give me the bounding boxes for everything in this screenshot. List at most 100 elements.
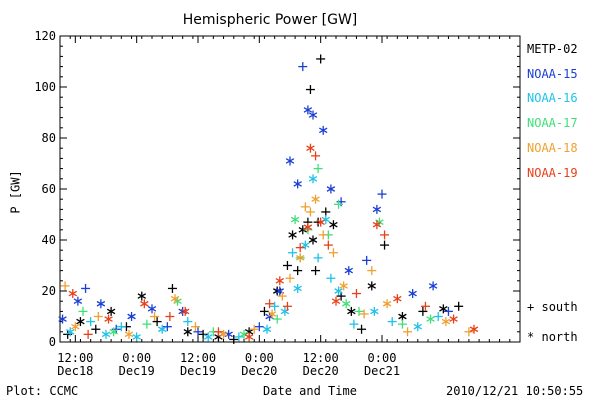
data-point-noaa-16-south bbox=[349, 319, 359, 329]
data-point-metp-02-north bbox=[76, 317, 85, 327]
data-point-noaa-16-south bbox=[270, 301, 280, 311]
data-point-noaa-15-north bbox=[147, 304, 157, 314]
data-point-metp-02-north bbox=[367, 281, 376, 291]
data-point-noaa-18-south bbox=[359, 309, 369, 319]
data-point-noaa-18-north bbox=[339, 281, 348, 291]
data-point-noaa-19-south bbox=[380, 230, 390, 240]
plot-timestamp: 2010/12/21 10:50:55 bbox=[446, 384, 584, 398]
data-point-noaa-15-north bbox=[73, 296, 83, 306]
data-point-noaa-16-south bbox=[86, 317, 96, 327]
data-point-noaa-18-south bbox=[277, 291, 287, 301]
data-point-noaa-17-south bbox=[354, 306, 364, 316]
data-point-noaa-15-south bbox=[162, 322, 172, 332]
x-tick-sublabel: Dec19 bbox=[119, 364, 155, 378]
data-point-noaa-17-south bbox=[334, 199, 344, 209]
x-tick-sublabel: Dec20 bbox=[241, 364, 277, 378]
data-point-noaa-19-south bbox=[351, 289, 361, 299]
data-point-noaa-15-south bbox=[254, 322, 264, 332]
data-point-noaa-19-south bbox=[165, 312, 175, 321]
data-point-metp-02-north bbox=[308, 235, 318, 245]
data-point-noaa-16-south bbox=[313, 253, 323, 263]
data-point-noaa-16-north bbox=[204, 332, 213, 342]
data-point-noaa-18-south bbox=[328, 248, 338, 258]
data-point-noaa-19-north bbox=[275, 276, 284, 286]
data-point-noaa-17-south bbox=[397, 319, 407, 329]
data-point-noaa-19-north bbox=[181, 306, 190, 316]
y-tick-label: 120 bbox=[34, 29, 56, 43]
data-point-noaa-18-south bbox=[190, 322, 200, 332]
data-point-noaa-16-south bbox=[116, 322, 126, 332]
data-point-noaa-18-north bbox=[219, 329, 228, 339]
legend-item-noaa-16: NOAA-16 bbox=[527, 91, 578, 105]
data-point-noaa-16-north bbox=[370, 306, 379, 316]
data-point-metp-02-south bbox=[91, 324, 101, 334]
y-tick-label: 20 bbox=[42, 284, 56, 298]
data-point-noaa-15-south bbox=[377, 189, 387, 199]
data-point-metp-02-north bbox=[398, 312, 407, 321]
y-tick-label: 100 bbox=[34, 80, 56, 94]
data-point-metp-02-south bbox=[321, 207, 331, 217]
data-point-noaa-16-north bbox=[413, 322, 422, 332]
data-point-noaa-15-north bbox=[326, 184, 336, 194]
data-point-noaa-19-south bbox=[213, 327, 223, 337]
data-point-noaa-15-south bbox=[443, 306, 453, 316]
data-point-noaa-19-north bbox=[469, 324, 479, 334]
data-point-noaa-19-north bbox=[331, 296, 341, 306]
data-point-metp-02-north bbox=[347, 306, 356, 316]
data-point-noaa-19-north bbox=[316, 217, 325, 227]
data-point-noaa-17-south bbox=[272, 314, 282, 324]
data-point-noaa-18-north bbox=[382, 299, 392, 309]
data-point-noaa-18-south bbox=[318, 230, 328, 240]
x-tick-label: 12:00 bbox=[180, 351, 216, 365]
data-point-noaa-18-north bbox=[267, 309, 277, 319]
data-point-noaa-16-north bbox=[334, 286, 343, 296]
chart-title: Hemispheric Power [GW] bbox=[182, 12, 358, 28]
data-point-noaa-19-north bbox=[244, 332, 254, 342]
data-point-noaa-19-north bbox=[372, 220, 382, 230]
data-point-noaa-16-north bbox=[321, 215, 330, 225]
x-tick-sublabel: Dec19 bbox=[180, 364, 216, 378]
data-point-noaa-18-south bbox=[403, 327, 413, 337]
x-tick-label: 12:00 bbox=[303, 351, 339, 365]
data-point-noaa-18-south bbox=[367, 266, 377, 276]
data-point-noaa-16-north bbox=[262, 324, 272, 334]
x-tick-label: 0:00 bbox=[245, 351, 274, 365]
data-point-noaa-15-south bbox=[362, 255, 372, 265]
data-point-noaa-19-south bbox=[295, 243, 305, 253]
data-point-noaa-17-north bbox=[426, 314, 435, 324]
legend-marker-label: south bbox=[541, 300, 578, 314]
legend-item-noaa-15: NOAA-15 bbox=[527, 67, 578, 81]
data-point-noaa-18-south bbox=[300, 202, 310, 212]
data-point-metp-02-south bbox=[305, 85, 315, 95]
data-point-noaa-16-north bbox=[132, 332, 141, 342]
data-point-noaa-15-north bbox=[428, 281, 438, 291]
plot-frame bbox=[59, 35, 521, 343]
data-point-metp-02-north bbox=[288, 230, 297, 240]
legend-marker-south: + south bbox=[527, 300, 578, 314]
data-point-metp-02-south bbox=[229, 334, 239, 344]
data-point-metp-02-south bbox=[454, 301, 464, 311]
data-point-metp-02-south bbox=[311, 266, 321, 276]
data-point-metp-02-south bbox=[167, 283, 177, 293]
y-tick-label: 0 bbox=[49, 335, 56, 349]
legend-marker-label: north bbox=[541, 330, 578, 344]
data-point-noaa-16-south bbox=[387, 317, 397, 327]
data-point-metp-02-north bbox=[183, 327, 192, 337]
data-point-noaa-16-north bbox=[293, 283, 302, 293]
data-point-noaa-16-north bbox=[101, 329, 111, 339]
legend-item-noaa-19: NOAA-19 bbox=[527, 166, 578, 180]
data-point-metp-02-north bbox=[106, 306, 116, 316]
data-point-noaa-18-south bbox=[464, 327, 474, 337]
x-tick-sublabel: Dec20 bbox=[303, 364, 339, 378]
data-point-noaa-19-south bbox=[83, 329, 93, 339]
data-point-noaa-17-north bbox=[109, 327, 118, 337]
data-point-noaa-18-south bbox=[150, 312, 160, 321]
data-point-noaa-17-north bbox=[342, 299, 351, 309]
data-point-noaa-19-south bbox=[323, 240, 333, 250]
data-point-noaa-18-south bbox=[305, 207, 315, 217]
data-point-noaa-15-south bbox=[81, 283, 91, 293]
data-point-noaa-18-south bbox=[93, 312, 103, 321]
data-point-noaa-16-south bbox=[234, 332, 244, 342]
data-point-noaa-19-north bbox=[68, 289, 77, 299]
x-tick-sublabel: Dec18 bbox=[57, 364, 93, 378]
